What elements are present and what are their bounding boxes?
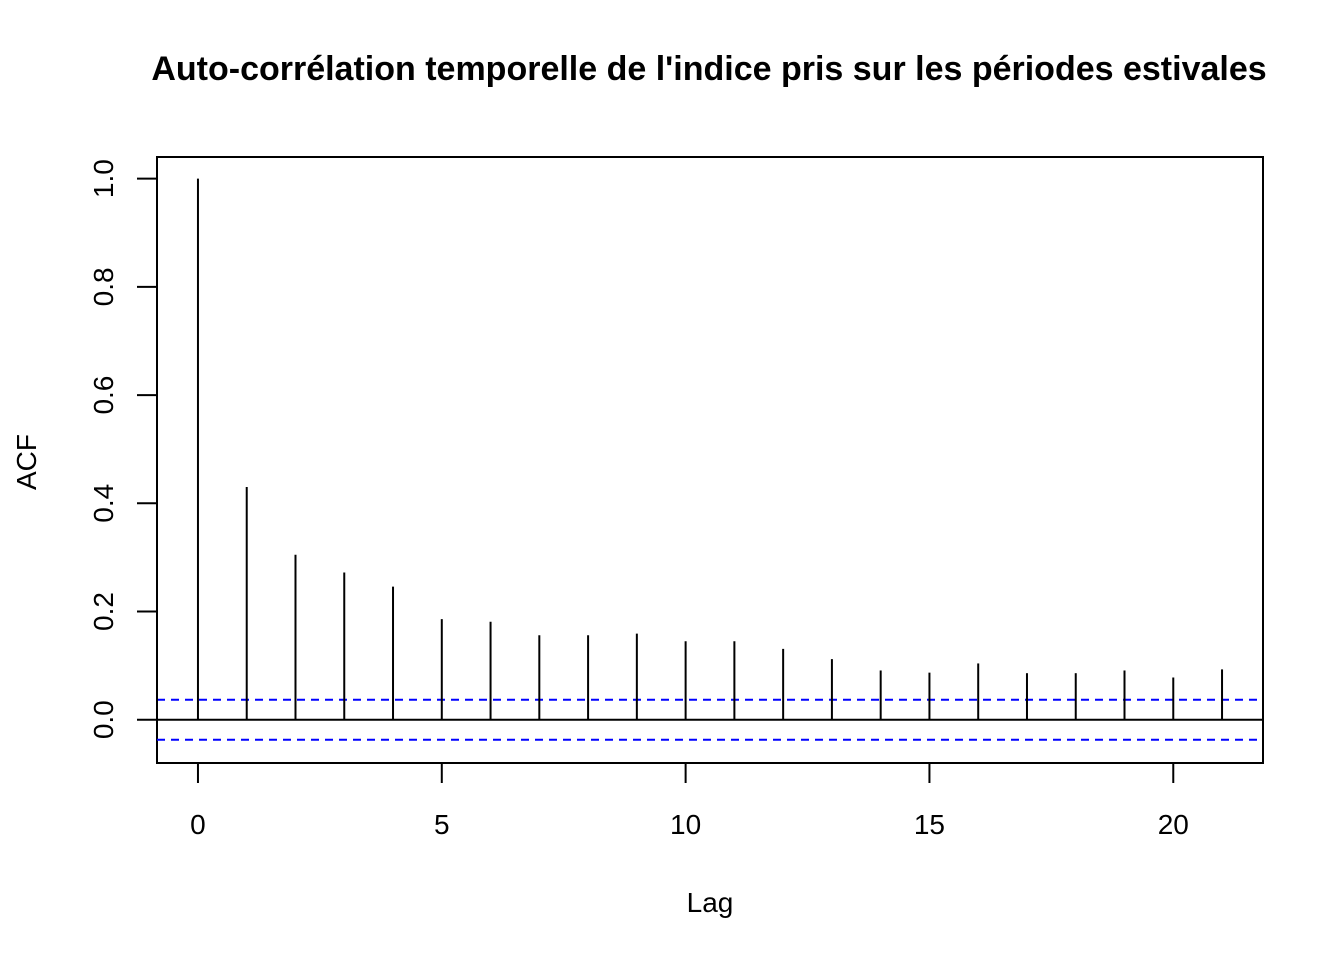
x-tick-label-15: 15 <box>914 809 945 840</box>
y-axis-label: ACF <box>11 434 42 490</box>
x-tick-label-5: 5 <box>434 809 450 840</box>
plot-area: 0 5 10 15 20 0.0 0.2 0.4 0.6 0.8 1.0 <box>88 156 1264 840</box>
y-tick-label-0-2: 0.2 <box>88 592 119 631</box>
y-tick-label-0-4: 0.4 <box>88 484 119 523</box>
y-tick-label-0: 0.0 <box>88 700 119 739</box>
x-tick-label-0: 0 <box>190 809 206 840</box>
x-tick-label-20: 20 <box>1158 809 1189 840</box>
chart-title: Auto-corrélation temporelle de l'indice … <box>151 50 1266 88</box>
y-tick-label-0-8: 0.8 <box>88 267 119 306</box>
x-tick-label-10: 10 <box>670 809 701 840</box>
y-tick-label-0-6: 0.6 <box>88 376 119 415</box>
y-tick-label-1: 1.0 <box>88 159 119 198</box>
plot-frame <box>156 156 1264 764</box>
x-axis-label: Lag <box>687 887 734 918</box>
